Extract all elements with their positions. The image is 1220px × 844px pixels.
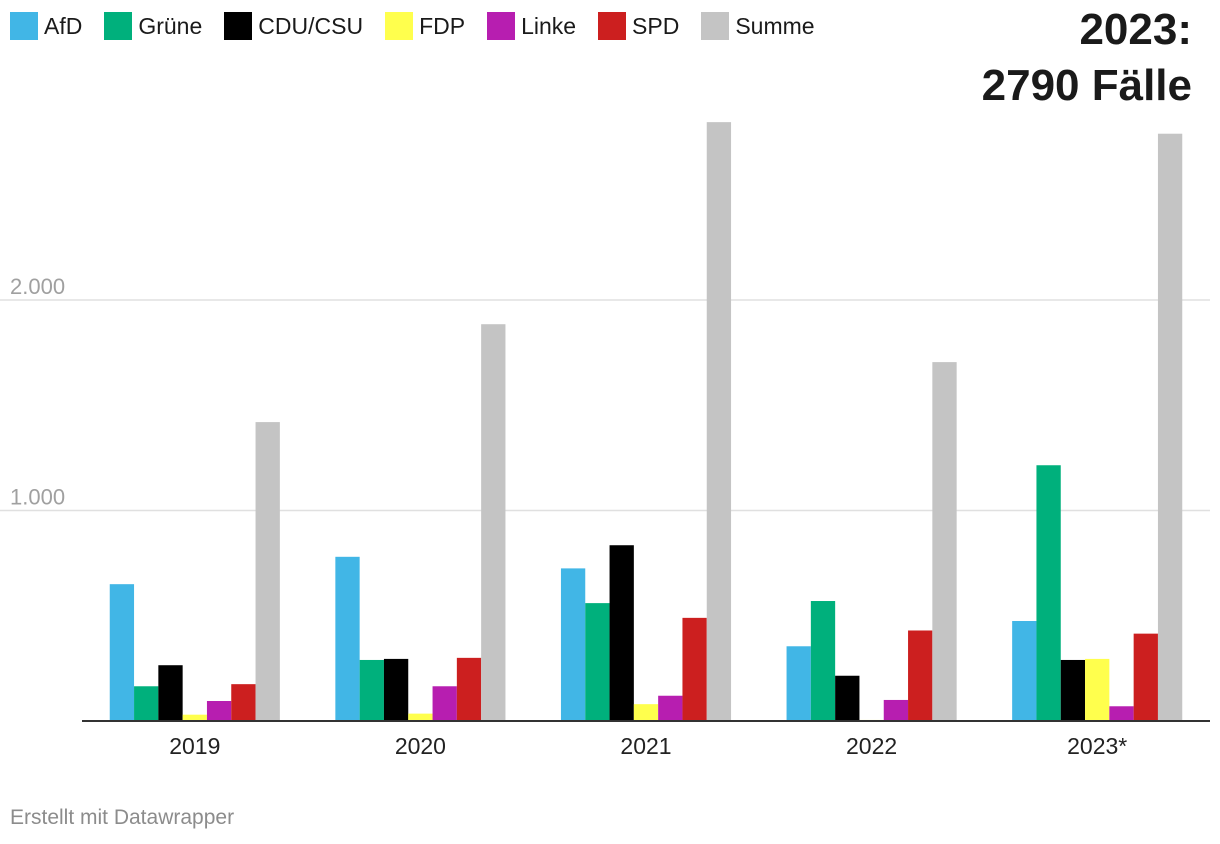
bar	[1085, 658, 1110, 721]
legend-swatch	[598, 12, 627, 40]
legend-label: AfD	[44, 12, 83, 39]
annotation-line-2: 2790 Fälle	[981, 61, 1192, 110]
y-tick-label: 1.000	[10, 485, 65, 510]
legend-item: Grüne	[104, 12, 202, 40]
bar	[456, 657, 482, 721]
legend-swatch	[104, 12, 133, 40]
bar	[335, 556, 360, 721]
bar	[633, 704, 659, 721]
legend-item: SPD	[598, 12, 679, 40]
bar	[560, 568, 586, 721]
bar-chart: 1.000 2.000 2019 2020 2021 2022 2023*	[0, 122, 1210, 759]
bar	[1157, 133, 1183, 721]
bar	[432, 686, 457, 721]
annotation-line-1: 2023:	[1079, 5, 1192, 54]
bar	[883, 699, 909, 721]
bar	[609, 545, 634, 721]
bar	[231, 684, 256, 721]
legend-label: CDU/CSU	[258, 12, 364, 39]
legend-item: CDU/CSU	[224, 12, 363, 40]
bar	[206, 701, 232, 721]
legend-swatch	[10, 12, 38, 40]
legend-item: FDP	[385, 12, 465, 40]
bar	[1109, 706, 1134, 721]
bar	[359, 659, 384, 721]
bar	[408, 713, 433, 721]
bar	[810, 601, 836, 721]
bar	[1012, 621, 1037, 721]
legend-label: Summe	[735, 12, 815, 39]
legend-swatch	[487, 12, 516, 40]
bar	[706, 122, 732, 721]
bar	[682, 617, 707, 721]
legend-item: Summe	[701, 12, 815, 40]
legend-item: Linke	[487, 12, 576, 40]
bar	[383, 658, 409, 721]
annotation: 2023: 2790 Fälle	[982, 2, 1192, 114]
bar	[481, 324, 506, 721]
y-tick-label: 2.000	[10, 274, 65, 299]
legend-item: AfD	[10, 12, 82, 40]
bar	[134, 686, 159, 721]
bar	[932, 362, 957, 721]
x-tick-label: 2022	[846, 733, 897, 759]
bar	[585, 603, 610, 721]
legend-label: FDP	[419, 12, 466, 39]
legend-label: SPD	[632, 12, 680, 39]
legend-swatch	[385, 12, 414, 40]
bar	[109, 584, 135, 721]
legend-label: Linke	[521, 12, 577, 39]
legend-label: Grüne	[138, 12, 203, 39]
bar	[255, 422, 280, 721]
footer-credit: Erstellt mit Datawrapper	[10, 806, 235, 829]
x-tick-label: 2019	[169, 733, 220, 759]
bar	[1133, 633, 1158, 721]
legend-swatch	[701, 12, 730, 40]
bar	[1036, 465, 1061, 721]
bar	[908, 630, 933, 721]
legend: AfD Grüne CDU/CSU FDP Linke SPD Summe	[10, 12, 815, 40]
bar	[1060, 659, 1086, 721]
bar	[658, 695, 683, 721]
x-tick-label: 2021	[620, 733, 671, 759]
bar	[786, 646, 811, 721]
x-tick-label: 2023*	[1067, 733, 1127, 759]
bar	[158, 665, 183, 721]
legend-swatch	[224, 12, 253, 40]
bar	[835, 675, 860, 721]
bar	[182, 714, 207, 721]
x-tick-label: 2020	[395, 733, 446, 759]
